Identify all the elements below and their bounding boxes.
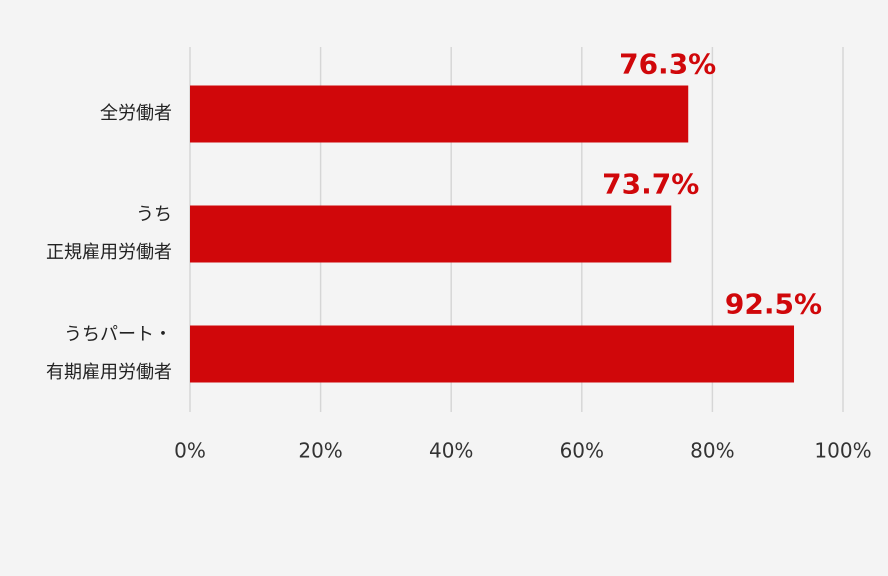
y-tick-label: うち正規雇用労働者 [46,204,172,263]
y-tick-label-line: 有期雇用労働者 [46,362,172,383]
y-tick-label-line: うちパート・ [64,324,172,345]
x-tick-label: 20% [298,439,342,463]
bar [190,325,795,383]
y-tick-label-line: 正規雇用労働者 [46,242,172,263]
x-tick-label: 100% [814,439,871,463]
value-label: 76.3% [619,48,716,81]
bar [190,85,689,143]
x-tick-label: 60% [560,439,604,463]
x-tick-label: 80% [690,439,734,463]
y-tick-label-line: うち [136,204,172,225]
y-tick-label: 全労働者 [100,103,172,124]
bar [190,205,672,263]
x-tick-label: 40% [429,439,473,463]
x-tick-label: 0% [174,439,206,463]
y-tick-label: うちパート・有期雇用労働者 [46,324,172,383]
value-label: 73.7% [602,168,699,201]
value-label: 92.5% [725,288,822,321]
y-tick-label-line: 全労働者 [100,103,172,124]
